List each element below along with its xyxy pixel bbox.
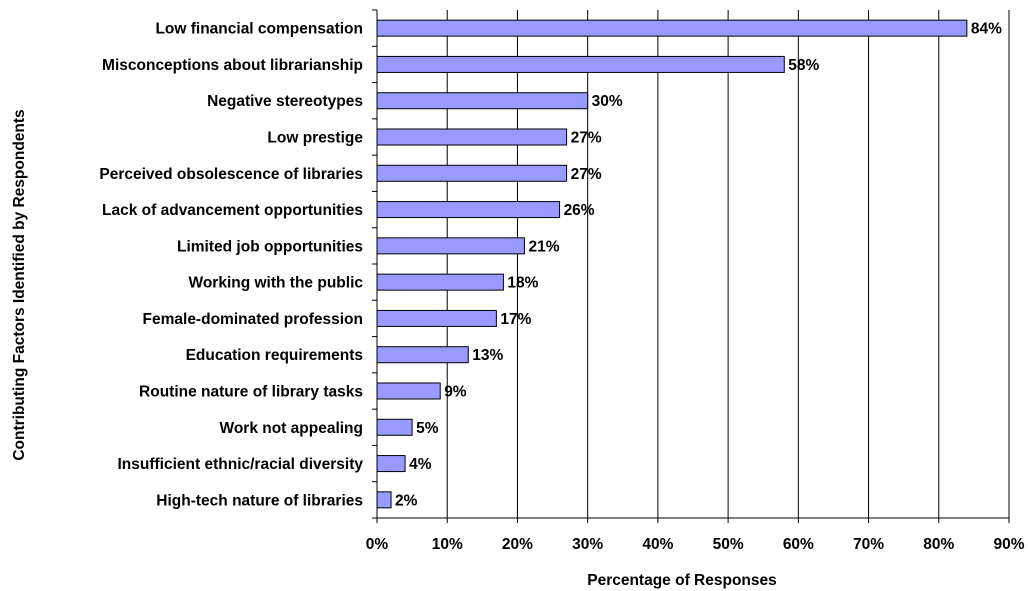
- bar-13: [376, 455, 406, 473]
- data-label-4: 27%: [571, 130, 602, 147]
- bar-5: [376, 164, 568, 182]
- data-label-8: 18%: [507, 275, 538, 292]
- data-label-3: 30%: [592, 93, 623, 110]
- bars: [376, 19, 968, 509]
- bar-7: [376, 237, 525, 255]
- data-label-7: 21%: [528, 238, 559, 255]
- data-label-13: 4%: [409, 456, 432, 473]
- data-label-1: 84%: [971, 21, 1002, 38]
- x-tick-label-0: 0%: [366, 536, 389, 553]
- gridlines: [446, 10, 1010, 518]
- x-tick-label-40: 40%: [642, 536, 673, 553]
- category-label-1: Low financial compensation: [155, 21, 363, 38]
- bar-8: [376, 273, 504, 291]
- x-axis-title: Percentage of Responses: [587, 572, 777, 589]
- data-label-2: 58%: [788, 57, 819, 74]
- bar-2: [376, 55, 785, 73]
- y-axis-title: Contributing Factors Identified by Respo…: [11, 109, 28, 460]
- data-label-5: 27%: [571, 166, 602, 183]
- category-label-5: Perceived obsolescence of libraries: [99, 166, 363, 183]
- data-label-12: 5%: [416, 420, 439, 437]
- x-tick-label-10: 10%: [432, 536, 463, 553]
- bar-10: [376, 346, 469, 364]
- category-labels: Low financial compensation Misconceptions…: [99, 21, 363, 510]
- category-label-6: Lack of advancement opportunities: [102, 202, 363, 219]
- x-tick-label-70: 70%: [853, 536, 884, 553]
- category-label-7: Limited job opportunities: [177, 238, 363, 255]
- x-tick-label-60: 60%: [783, 536, 814, 553]
- category-label-13: Insufficient ethnic/racial diversity: [118, 456, 364, 473]
- bar-3: [376, 92, 589, 110]
- category-label-3: Negative stereotypes: [207, 93, 363, 110]
- data-label-9: 17%: [500, 311, 531, 328]
- category-label-8: Working with the public: [188, 275, 363, 292]
- category-label-12: Work not appealing: [219, 420, 363, 437]
- data-label-10: 13%: [472, 347, 503, 364]
- x-tick-labels: 0% 10% 20% 30% 40% 50% 60% 70% 80% 90%: [366, 536, 1025, 553]
- bar-9: [376, 309, 497, 327]
- data-label-11: 9%: [444, 384, 467, 401]
- bar-14: [376, 491, 392, 509]
- x-tick-label-20: 20%: [502, 536, 533, 553]
- x-tick-label-30: 30%: [572, 536, 603, 553]
- bar-4: [376, 128, 568, 146]
- category-label-14: High-tech nature of libraries: [156, 492, 363, 509]
- bar-1: [376, 19, 968, 37]
- x-tick-label-90: 90%: [993, 536, 1024, 553]
- data-labels: 84% 58% 30% 27% 27% 26% 21% 18% 17% 13% 9% 5% 4% 2%: [395, 21, 1002, 510]
- bar-11: [376, 382, 441, 400]
- bar-6: [376, 201, 561, 219]
- axes: [372, 9, 1010, 523]
- bar-12: [376, 418, 413, 436]
- category-label-11: Routine nature of library tasks: [139, 384, 363, 401]
- x-tick-label-80: 80%: [923, 536, 954, 553]
- data-label-14: 2%: [395, 492, 418, 509]
- category-label-2: Misconceptions about librarianship: [102, 57, 363, 74]
- category-label-9: Female-dominated profession: [143, 311, 363, 328]
- category-label-4: Low prestige: [267, 130, 363, 147]
- category-label-10: Education requirements: [186, 347, 363, 364]
- data-label-6: 26%: [564, 202, 595, 219]
- x-tick-label-50: 50%: [713, 536, 744, 553]
